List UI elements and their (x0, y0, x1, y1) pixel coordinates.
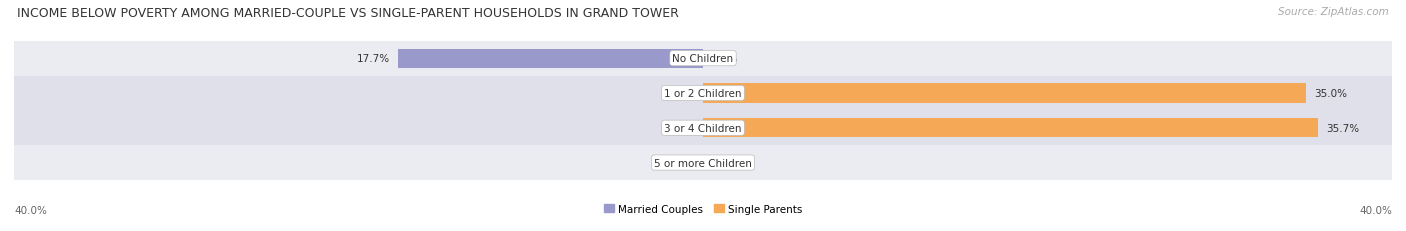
Text: 0.0%: 0.0% (668, 123, 695, 133)
Text: No Children: No Children (672, 54, 734, 64)
Bar (14, 76, 1392, 111)
Text: 0.0%: 0.0% (711, 54, 738, 64)
Text: 40.0%: 40.0% (1360, 205, 1392, 215)
Text: 35.0%: 35.0% (1315, 88, 1347, 99)
Text: 35.7%: 35.7% (1326, 123, 1360, 133)
Text: INCOME BELOW POVERTY AMONG MARRIED-COUPLE VS SINGLE-PARENT HOUSEHOLDS IN GRAND T: INCOME BELOW POVERTY AMONG MARRIED-COUPL… (17, 7, 679, 20)
Bar (14, 146, 1392, 180)
Text: 1 or 2 Children: 1 or 2 Children (664, 88, 742, 99)
Text: 40.0%: 40.0% (14, 205, 46, 215)
Text: 5 or more Children: 5 or more Children (654, 158, 752, 168)
Bar (398, 49, 703, 68)
Bar (14, 111, 1392, 146)
Bar (14, 42, 1392, 76)
Text: 0.0%: 0.0% (668, 158, 695, 168)
Text: 3 or 4 Children: 3 or 4 Children (664, 123, 742, 133)
Text: 0.0%: 0.0% (668, 88, 695, 99)
Text: 0.0%: 0.0% (711, 158, 738, 168)
Legend: Married Couples, Single Parents: Married Couples, Single Parents (603, 204, 803, 214)
Bar (703, 84, 1306, 103)
Text: Source: ZipAtlas.com: Source: ZipAtlas.com (1278, 7, 1389, 17)
Text: 17.7%: 17.7% (356, 54, 389, 64)
Bar (703, 119, 1317, 138)
